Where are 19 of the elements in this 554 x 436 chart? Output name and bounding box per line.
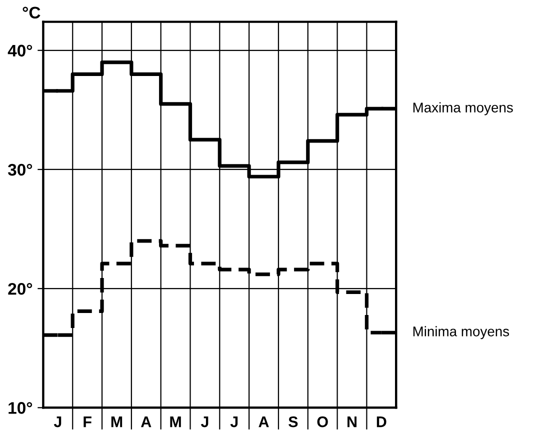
x-tick-label: J <box>230 416 238 428</box>
x-tick-label: S <box>288 416 298 428</box>
x-tick-label: F <box>84 416 92 428</box>
x-tick-label: O <box>317 416 328 428</box>
x-tick-label: J <box>54 416 62 428</box>
x-tick-label: N <box>348 416 356 428</box>
legend-label: Maxima moyens <box>413 102 513 116</box>
y-axis-title: °C <box>22 6 40 19</box>
x-tick-label: M <box>170 416 181 428</box>
y-tick-label: 30° <box>8 164 32 176</box>
x-tick-label: A <box>258 416 269 428</box>
y-tick-label: 10° <box>8 402 32 414</box>
legend-label: Minima moyens <box>413 326 510 340</box>
x-tick-label: M <box>111 416 122 428</box>
x-tick-label: A <box>141 416 152 428</box>
y-tick-label: 20° <box>8 282 32 295</box>
x-tick-label: D <box>376 416 386 428</box>
x-tick-label: J <box>200 416 208 428</box>
y-tick-label: 40° <box>8 44 32 57</box>
